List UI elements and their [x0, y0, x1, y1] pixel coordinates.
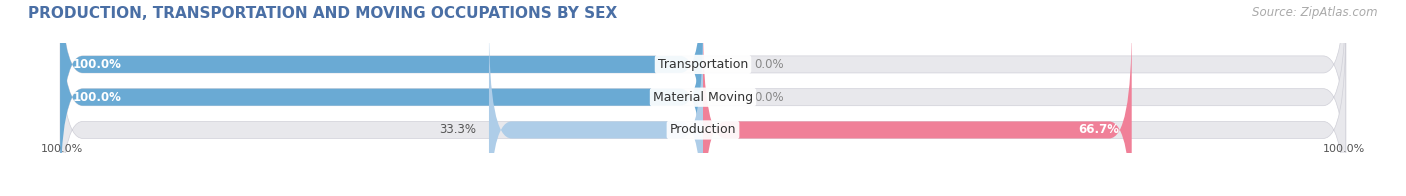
FancyBboxPatch shape: [60, 0, 703, 196]
Text: 100.0%: 100.0%: [1323, 144, 1365, 154]
FancyBboxPatch shape: [60, 0, 1346, 171]
Text: Source: ZipAtlas.com: Source: ZipAtlas.com: [1253, 6, 1378, 19]
Text: 66.7%: 66.7%: [1078, 123, 1119, 136]
Text: 33.3%: 33.3%: [439, 123, 477, 136]
Text: 100.0%: 100.0%: [73, 91, 122, 104]
Text: 100.0%: 100.0%: [41, 144, 83, 154]
FancyBboxPatch shape: [60, 24, 1346, 196]
FancyBboxPatch shape: [489, 24, 703, 196]
Text: PRODUCTION, TRANSPORTATION AND MOVING OCCUPATIONS BY SEX: PRODUCTION, TRANSPORTATION AND MOVING OC…: [28, 6, 617, 21]
Text: 0.0%: 0.0%: [755, 58, 785, 71]
Text: 100.0%: 100.0%: [73, 58, 122, 71]
Text: 0.0%: 0.0%: [755, 91, 785, 104]
Text: Transportation: Transportation: [658, 58, 748, 71]
Text: Production: Production: [669, 123, 737, 136]
FancyBboxPatch shape: [60, 0, 703, 171]
Text: Material Moving: Material Moving: [652, 91, 754, 104]
FancyBboxPatch shape: [60, 0, 1346, 196]
FancyBboxPatch shape: [703, 24, 1132, 196]
